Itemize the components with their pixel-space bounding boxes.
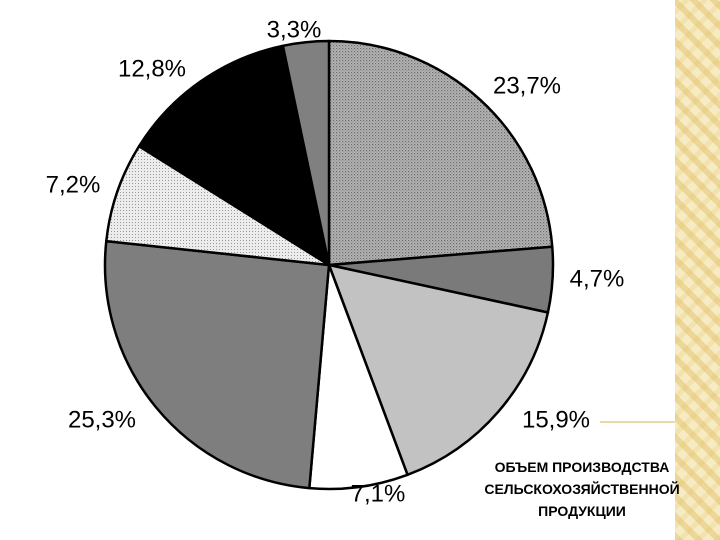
pie-slice: [327, 39, 554, 267]
slice-data-label: 15,9%: [522, 407, 590, 434]
pie-slice: [105, 144, 331, 267]
slice-data-label: 3,3%: [267, 17, 322, 44]
pie-slice: [308, 263, 409, 491]
slice-data-label: 4,7%: [570, 266, 625, 293]
slice-data-label: 25,3%: [68, 407, 136, 434]
pie-slice: [103, 239, 331, 490]
decorative-side-strip: [675, 0, 720, 540]
pie-slice: [327, 263, 550, 477]
pie-slices: [103, 39, 555, 491]
slice-data-label: 23,7%: [493, 73, 561, 100]
slice-data-label: 12,8%: [118, 56, 186, 83]
slice-data-label: 7,1%: [351, 481, 406, 508]
pie-slice: [281, 39, 331, 267]
pie-data-labels: 23,7% 4,7% 15,9% 7,1% 25,3% 7,2% 12,8% 3,3%: [46, 17, 625, 508]
slice-data-label: 7,2%: [46, 172, 101, 199]
chart-title: ОБЪЕМ ПРОИЗВОДСТВА СЕЛЬСКОХОЗЯЙСТВЕННОЙ …: [484, 459, 680, 519]
decorative-line: [600, 421, 675, 423]
pie-slice: [137, 44, 331, 267]
